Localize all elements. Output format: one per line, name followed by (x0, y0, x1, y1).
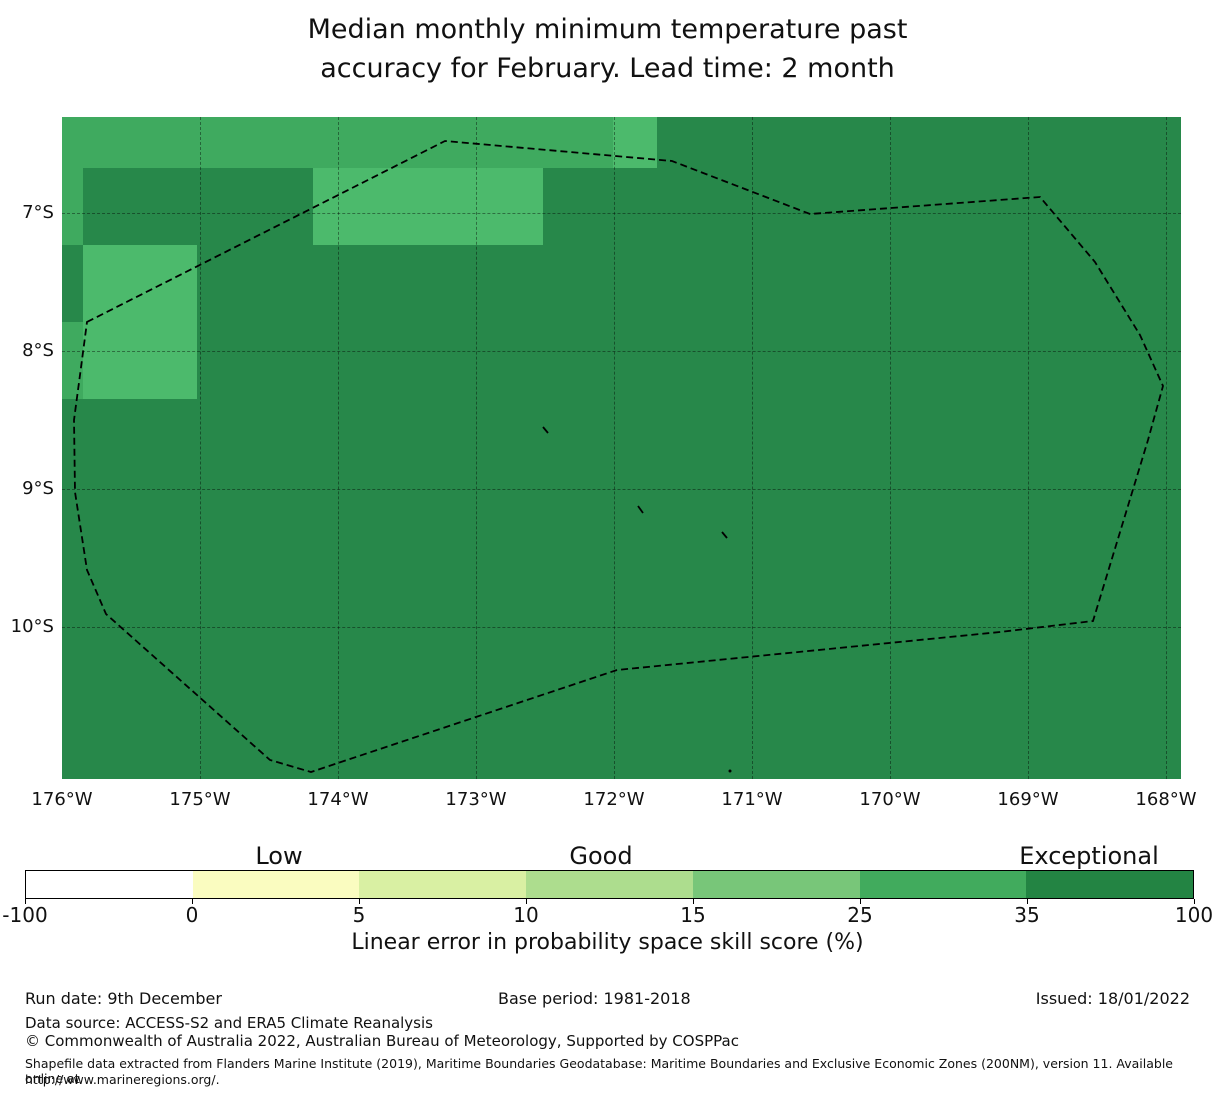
gridline-horizontal (62, 489, 1181, 490)
colorbar-tick-mark (860, 899, 861, 904)
x-axis-tick-label: 171°W (721, 789, 783, 810)
colorbar-category-label-good: Good (569, 842, 633, 870)
colorbar-tick-label: 100 (1174, 903, 1214, 927)
colorbar-tick-label: 5 (352, 903, 366, 927)
colorbar-segment--100-0 (26, 871, 193, 898)
gridline-vertical (200, 117, 201, 779)
shapefile-attribution-url: http://www.marineregions.org/. (25, 1072, 220, 1087)
colorbar-category-label-low: Low (255, 842, 303, 870)
gridline-vertical (1166, 117, 1167, 779)
map-cell-medium (62, 117, 613, 168)
map-canvas (62, 117, 1181, 779)
island-outline (637, 505, 644, 514)
gridline-vertical (752, 117, 753, 779)
gridline-horizontal (62, 213, 1181, 214)
colorbar-tick-mark (693, 899, 694, 904)
eez-boundary-layer (73, 140, 1164, 773)
colorbar-tick-mark (192, 899, 193, 904)
y-axis-tick-label: 10°S (10, 616, 54, 637)
gridline-vertical (1028, 117, 1029, 779)
colorbar-tick-mark (25, 899, 26, 904)
colorbar-tick-mark (1027, 899, 1028, 904)
x-axis-tick-label: 174°W (307, 789, 369, 810)
x-axis-tick-label: 172°W (583, 789, 645, 810)
gridline-horizontal (62, 351, 1181, 352)
colorbar-segment-25-35 (859, 871, 1027, 898)
colorbar-segment-5-10 (359, 871, 527, 898)
colorbar-tick-label: 35 (1014, 903, 1040, 927)
chart-title: Median monthly minimum temperature past … (0, 10, 1215, 88)
run-date-text: Run date: 9th December (25, 989, 222, 1008)
colorbar-tick-label: -100 (2, 903, 48, 927)
colorbar-segment-15-25 (692, 871, 860, 898)
island-dot (728, 769, 732, 773)
colorbar-category-label-exceptional: Exceptional (1019, 842, 1159, 870)
eez-boundary-outline (73, 140, 1164, 773)
colorbar-tick-mark (359, 899, 360, 904)
x-axis-tick-label: 175°W (169, 789, 231, 810)
colorbar-tick-label: 15 (680, 903, 706, 927)
colorbar-segment-10-15 (526, 871, 693, 898)
data-source-text: Data source: ACCESS-S2 and ERA5 Climate … (25, 1014, 433, 1032)
gridline-horizontal (62, 627, 1181, 628)
chart-title-line2: accuracy for February. Lead time: 2 mont… (320, 53, 895, 84)
gridline-vertical (890, 117, 891, 779)
shapefile-attribution-line1: Shapefile data extracted from Flanders M… (25, 1056, 1173, 1086)
colorbar (25, 870, 1194, 899)
y-axis-tick-label: 9°S (22, 478, 54, 499)
map-cell-medium (62, 322, 83, 399)
copyright-text: © Commonwealth of Australia 2022, Austra… (25, 1032, 739, 1050)
colorbar-tick-label: 10 (513, 903, 539, 927)
colorbar-segment-35-100 (1026, 871, 1194, 898)
gridline-vertical (476, 117, 477, 779)
x-axis-tick-label: 176°W (31, 789, 93, 810)
chart-title-line1: Median monthly minimum temperature past (307, 14, 908, 45)
colorbar-segment-0-5 (192, 871, 360, 898)
y-axis-tick-label: 8°S (22, 340, 54, 361)
colorbar-tick-mark (526, 899, 527, 904)
colorbar-tick-mark (1194, 899, 1195, 904)
gridline-vertical (338, 117, 339, 779)
island-outline (721, 531, 728, 539)
colorbar-tick-label: 25 (847, 903, 873, 927)
issued-date-text: Issued: 18/01/2022 (1035, 989, 1190, 1008)
x-axis-tick-label: 169°W (997, 789, 1059, 810)
map-cell-bright (313, 168, 543, 245)
map-cell-bright (83, 245, 197, 399)
base-period-text: Base period: 1981-2018 (498, 989, 691, 1008)
x-axis-tick-label: 173°W (445, 789, 507, 810)
island-outline (542, 426, 549, 434)
y-axis-tick-label: 7°S (22, 202, 54, 223)
map-cell-medium (62, 168, 83, 245)
gridline-vertical (614, 117, 615, 779)
x-axis-tick-label: 170°W (859, 789, 921, 810)
colorbar-tick-label: 0 (185, 903, 199, 927)
x-axis-tick-label: 168°W (1135, 789, 1197, 810)
colorbar-axis-label: Linear error in probability space skill … (351, 930, 864, 955)
